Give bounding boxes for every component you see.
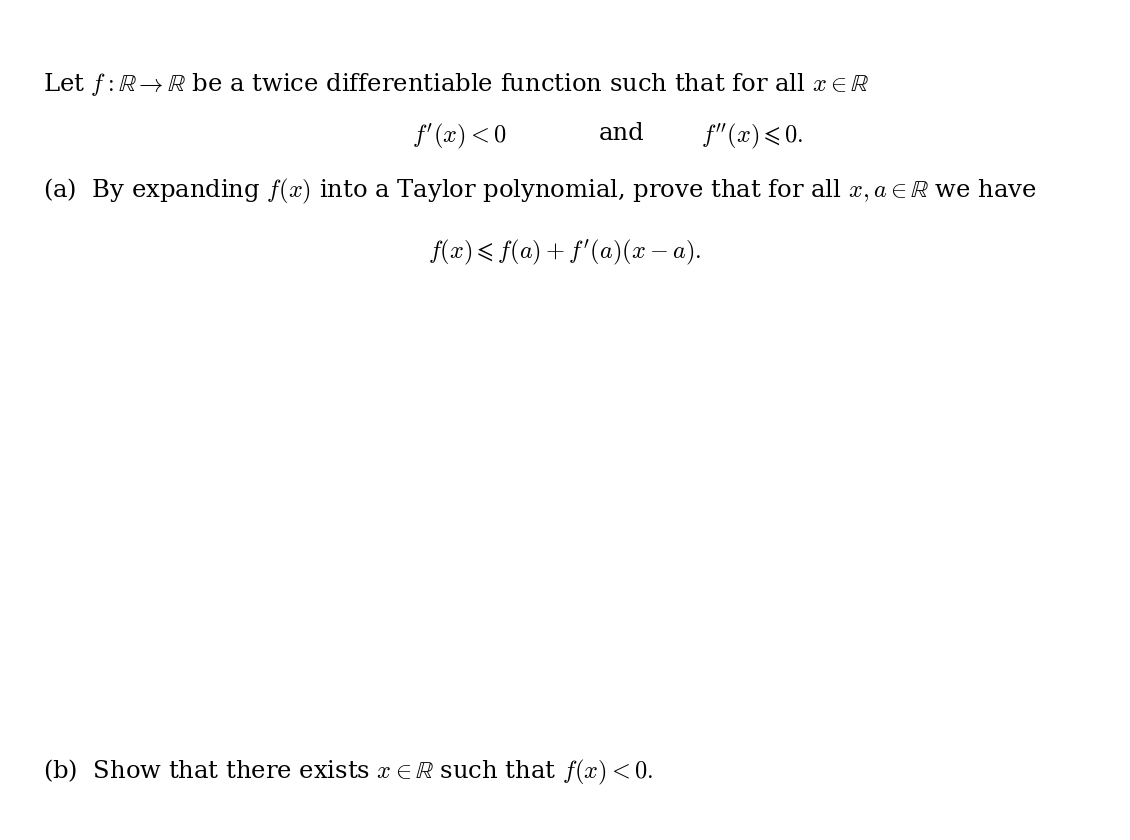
Text: Let $f : \mathbb{R} \to \mathbb{R}$ be a twice differentiable function such that: Let $f : \mathbb{R} \to \mathbb{R}$ be a…: [43, 71, 869, 98]
Text: $f(x) \leqslant f(a) + f'(a)(x - a).$: $f(x) \leqslant f(a) + f'(a)(x - a).$: [428, 237, 702, 266]
Text: (a)  By expanding $f(x)$ into a Taylor polynomial, prove that for all $x, a \in : (a) By expanding $f(x)$ into a Taylor po…: [43, 176, 1036, 206]
Text: (b)  Show that there exists $x \in \mathbb{R}$ such that $f(x) < 0.$: (b) Show that there exists $x \in \mathb…: [43, 758, 653, 787]
Text: $f''(x) \leqslant 0.$: $f''(x) \leqslant 0.$: [701, 122, 803, 151]
Text: and: and: [599, 122, 644, 144]
Text: $f'(x) < 0$: $f'(x) < 0$: [412, 122, 507, 151]
